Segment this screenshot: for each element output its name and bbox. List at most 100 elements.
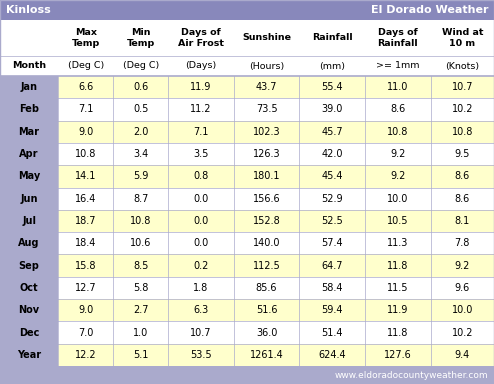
Bar xyxy=(431,255,494,277)
Text: 0.0: 0.0 xyxy=(193,216,208,226)
Text: Oct: Oct xyxy=(20,283,39,293)
Text: 14.1: 14.1 xyxy=(75,171,96,181)
Text: 51.6: 51.6 xyxy=(256,305,277,315)
Bar xyxy=(0,344,58,366)
Bar xyxy=(431,344,494,366)
Bar xyxy=(299,344,365,366)
Text: 0.0: 0.0 xyxy=(193,238,208,248)
Text: 2.0: 2.0 xyxy=(133,127,148,137)
Text: 52.5: 52.5 xyxy=(321,216,343,226)
Bar xyxy=(299,255,365,277)
Text: 0.2: 0.2 xyxy=(193,261,208,271)
Text: 0.6: 0.6 xyxy=(133,82,148,92)
Bar xyxy=(168,165,234,187)
Text: Days of
Rainfall: Days of Rainfall xyxy=(377,28,418,48)
Bar xyxy=(58,165,113,187)
Bar xyxy=(168,143,234,165)
Text: Max
Temp: Max Temp xyxy=(72,28,100,48)
Text: 10.8: 10.8 xyxy=(452,127,473,137)
Text: 57.4: 57.4 xyxy=(321,238,343,248)
Bar xyxy=(0,321,58,344)
Bar xyxy=(113,143,168,165)
Text: 9.6: 9.6 xyxy=(454,283,470,293)
Bar xyxy=(58,255,113,277)
Text: Jul: Jul xyxy=(22,216,36,226)
Bar xyxy=(58,321,113,344)
Text: Rainfall: Rainfall xyxy=(312,33,352,43)
Bar xyxy=(0,165,58,187)
Bar xyxy=(365,210,431,232)
Text: Month: Month xyxy=(12,61,46,71)
Text: 5.9: 5.9 xyxy=(133,171,148,181)
Text: 0.0: 0.0 xyxy=(193,194,208,204)
Bar xyxy=(431,187,494,210)
Bar xyxy=(431,232,494,255)
Bar xyxy=(168,277,234,299)
Text: 5.1: 5.1 xyxy=(133,350,148,360)
Bar xyxy=(234,299,299,321)
Text: Year: Year xyxy=(17,350,41,360)
Text: 45.7: 45.7 xyxy=(321,127,343,137)
Bar xyxy=(113,255,168,277)
Bar xyxy=(234,210,299,232)
Text: 10.7: 10.7 xyxy=(452,82,473,92)
Text: El Dorado Weather: El Dorado Weather xyxy=(370,5,488,15)
Bar xyxy=(299,76,365,98)
Bar xyxy=(234,187,299,210)
Bar xyxy=(58,232,113,255)
Bar xyxy=(365,232,431,255)
Bar xyxy=(0,299,58,321)
Text: 11.0: 11.0 xyxy=(387,82,409,92)
Text: 6.3: 6.3 xyxy=(193,305,208,315)
Text: Min
Temp: Min Temp xyxy=(126,28,155,48)
Text: >= 1mm: >= 1mm xyxy=(376,61,419,71)
Text: 10.7: 10.7 xyxy=(190,328,212,338)
Text: Sep: Sep xyxy=(19,261,40,271)
Bar xyxy=(0,76,58,98)
Bar xyxy=(58,277,113,299)
Text: 9.2: 9.2 xyxy=(390,171,406,181)
Text: 1.8: 1.8 xyxy=(193,283,208,293)
Text: 16.4: 16.4 xyxy=(75,194,96,204)
Bar xyxy=(113,76,168,98)
Bar xyxy=(234,277,299,299)
Text: 10.0: 10.0 xyxy=(452,305,473,315)
Text: Jun: Jun xyxy=(20,194,38,204)
Text: 55.4: 55.4 xyxy=(321,82,343,92)
Bar xyxy=(58,98,113,121)
Bar xyxy=(0,98,58,121)
Text: 10.8: 10.8 xyxy=(75,149,96,159)
Text: 156.6: 156.6 xyxy=(253,194,281,204)
Bar xyxy=(113,121,168,143)
Text: Apr: Apr xyxy=(19,149,39,159)
Text: 15.8: 15.8 xyxy=(75,261,96,271)
Bar xyxy=(113,98,168,121)
Bar xyxy=(58,121,113,143)
Text: 10.6: 10.6 xyxy=(130,238,151,248)
Text: 11.2: 11.2 xyxy=(190,104,212,114)
Text: 45.4: 45.4 xyxy=(322,171,343,181)
Text: 10.5: 10.5 xyxy=(387,216,409,226)
Text: 9.4: 9.4 xyxy=(454,350,470,360)
Bar xyxy=(0,277,58,299)
Text: 39.0: 39.0 xyxy=(322,104,343,114)
Bar xyxy=(299,321,365,344)
Text: 10.2: 10.2 xyxy=(452,328,473,338)
Bar xyxy=(0,121,58,143)
Text: 11.8: 11.8 xyxy=(387,328,409,338)
Text: 11.9: 11.9 xyxy=(190,82,211,92)
Bar xyxy=(365,121,431,143)
Text: 7.1: 7.1 xyxy=(193,127,208,137)
Bar xyxy=(299,232,365,255)
Bar xyxy=(113,299,168,321)
Bar xyxy=(168,187,234,210)
Text: 58.4: 58.4 xyxy=(322,283,343,293)
Bar xyxy=(113,321,168,344)
Bar xyxy=(168,232,234,255)
Text: www.eldoradocountyweather.com: www.eldoradocountyweather.com xyxy=(334,371,488,379)
Text: 51.4: 51.4 xyxy=(322,328,343,338)
Text: 18.4: 18.4 xyxy=(75,238,96,248)
Bar xyxy=(168,76,234,98)
Text: (Deg C): (Deg C) xyxy=(68,61,104,71)
Text: (Knots): (Knots) xyxy=(445,61,479,71)
